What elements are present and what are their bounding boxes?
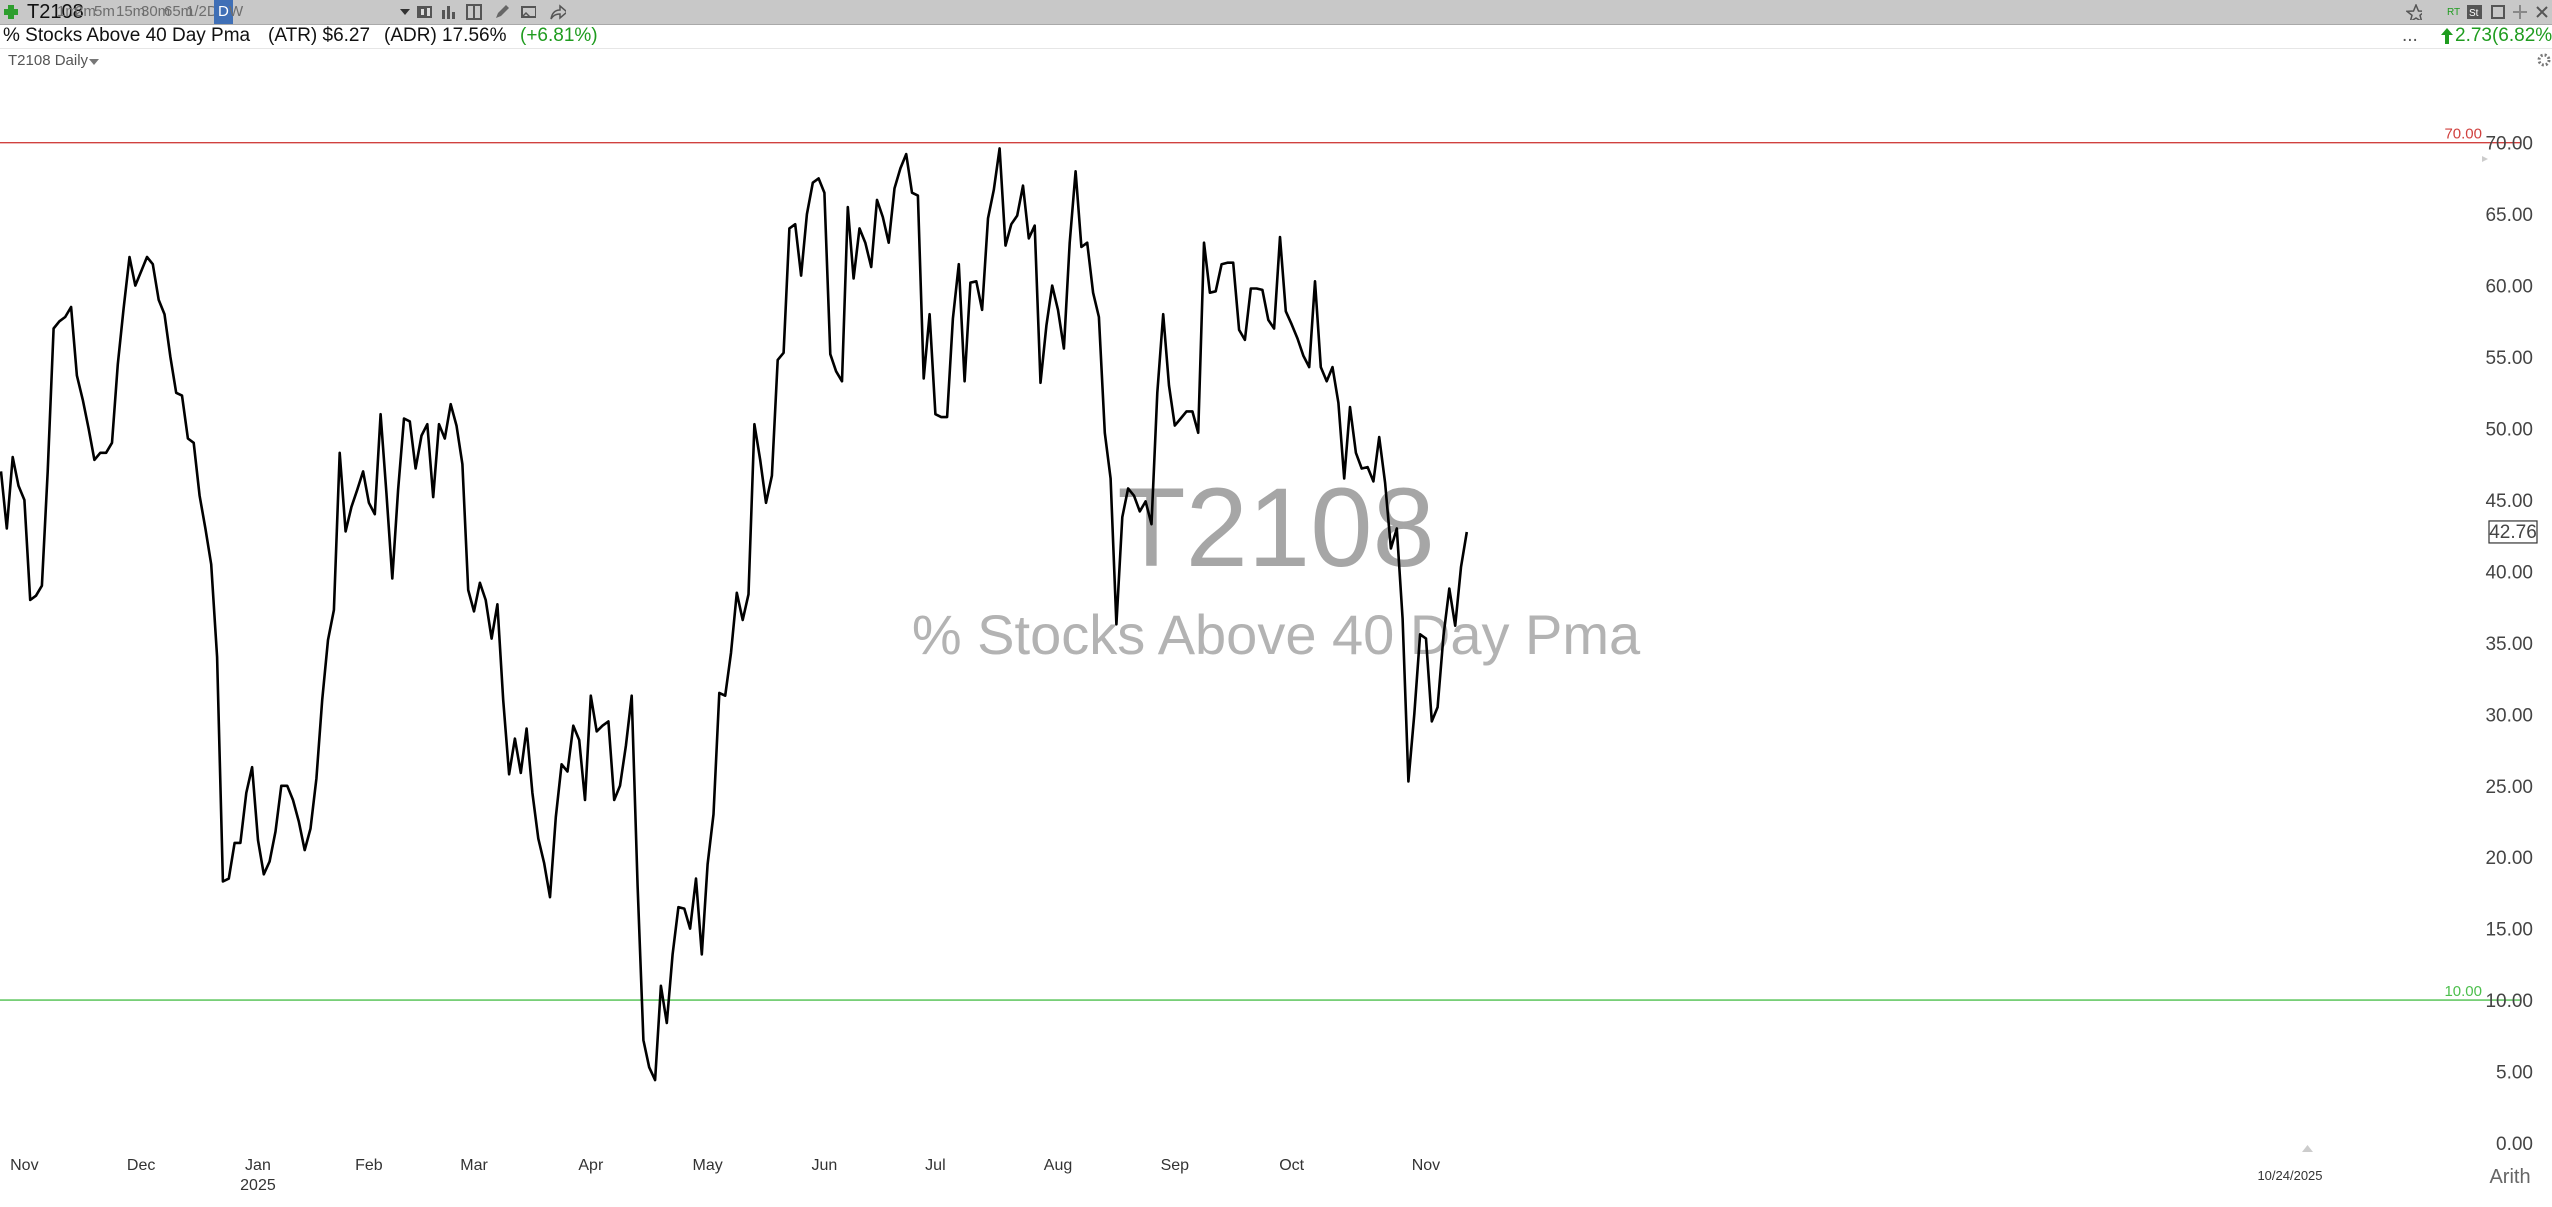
- window-restore-icon[interactable]: [2490, 4, 2506, 20]
- favorite-star-icon[interactable]: [2406, 4, 2422, 20]
- y-tick-label: 40.00: [2485, 562, 2533, 583]
- watermark-name: % Stocks Above 40 Day Pma: [912, 603, 1641, 666]
- y-tick-label: 55.00: [2485, 348, 2533, 369]
- y-tick-label: 70.00: [2485, 134, 2533, 155]
- symbol-field[interactable]: T2108: [27, 1, 84, 23]
- y-tick-label: 25.00: [2485, 777, 2533, 798]
- bar-chart-icon[interactable]: [440, 4, 456, 20]
- draw-tool-icon[interactable]: [494, 4, 510, 20]
- x-tick-label: Feb: [355, 1157, 383, 1174]
- y-tick-label: 60.00: [2485, 277, 2533, 298]
- date-marker: 10/24/2025: [2257, 1168, 2322, 1183]
- timeframe-15m[interactable]: 15m: [116, 3, 146, 20]
- x-tick-label: Nov: [1412, 1157, 1440, 1174]
- y-tick-label: 10.00: [2485, 991, 2533, 1012]
- series-line: [0, 147, 1469, 1082]
- x-tick-label: Apr: [578, 1157, 604, 1174]
- up-arrow-icon: [2441, 28, 2453, 44]
- close-icon[interactable]: [2534, 4, 2550, 20]
- move-icon[interactable]: [2512, 4, 2528, 20]
- current-value-label: 42.76: [2489, 522, 2537, 543]
- settings-gear-icon[interactable]: [2536, 52, 2552, 68]
- y-tick-label: 5.00: [2496, 1063, 2533, 1084]
- y-tick-label: 0.00: [2496, 1134, 2533, 1155]
- share-arrow-icon[interactable]: [550, 4, 566, 20]
- timeframe-D[interactable]: D: [214, 0, 233, 24]
- date-marker-arrow-icon: [2302, 1145, 2313, 1152]
- x-tick-label: Jan: [245, 1157, 271, 1174]
- timeframe-30m[interactable]: 30m: [141, 3, 171, 20]
- x-tick-label: Oct: [1279, 1157, 1304, 1174]
- more-ellipsis[interactable]: ...: [2402, 25, 2418, 46]
- top-toolbar: T2108 1m 2m 5m 15m 30m 65m 1/2D D W RT St: [0, 0, 2552, 25]
- realtime-icon[interactable]: RT: [2446, 4, 2462, 20]
- y-axis[interactable]: 0.00 5.00 10.00 15.00 20.00 25.00 30.00 35.00 40…: [2485, 134, 2533, 1155]
- scroll-arrow-icon[interactable]: [2482, 156, 2488, 162]
- svg-text:St: St: [2469, 8, 2479, 19]
- add-chart-icon[interactable]: [3, 4, 19, 20]
- series-layer: [0, 147, 1469, 1082]
- watermark: T2108 % Stocks Above 40 Day Pma: [912, 465, 1641, 666]
- timeframe-1m[interactable]: 1m: [57, 3, 78, 20]
- timeframe-W[interactable]: W: [229, 3, 244, 20]
- x-axis[interactable]: Nov Dec Jan 2025 Feb Mar Apr May Jun Jul Aug Sep Oct…: [10, 1157, 1440, 1194]
- indicator-name: % Stocks Above 40 Day Pma: [3, 25, 251, 46]
- timeframe-1-2D[interactable]: 1/2D: [186, 3, 218, 20]
- timeframe-65m[interactable]: 65m: [164, 3, 194, 20]
- study-dropdown-icon[interactable]: [88, 57, 100, 67]
- x-tick-sublabel: 2025: [240, 1177, 276, 1194]
- y-tick-label: 30.00: [2485, 705, 2533, 726]
- y-tick-label: 20.00: [2485, 848, 2533, 869]
- reference-label-70.00: 70.00: [2444, 126, 2482, 143]
- y-tick-label: 15.00: [2485, 920, 2533, 941]
- adr-value: (ADR) 17.56%: [384, 25, 507, 46]
- scale-label[interactable]: Arith: [2489, 1166, 2530, 1188]
- stream-icon[interactable]: St: [2466, 4, 2482, 20]
- percent-change: (+6.81%): [520, 25, 598, 46]
- x-tick-label: May: [693, 1157, 723, 1174]
- chart-type-icon[interactable]: [416, 4, 432, 20]
- y-tick-label: 45.00: [2485, 491, 2533, 512]
- y-tick-label: 65.00: [2485, 205, 2533, 226]
- reference-label-10.00: 10.00: [2444, 983, 2482, 1000]
- info-bar: % Stocks Above 40 Day Pma (ATR) $6.27 (A…: [0, 24, 2552, 49]
- layout-icon[interactable]: [466, 4, 482, 20]
- reference-lines: 70.00 10.00: [0, 126, 2520, 1001]
- svg-text:RT: RT: [2447, 7, 2460, 18]
- x-tick-label: Mar: [460, 1157, 488, 1174]
- study-label[interactable]: T2108 Daily: [8, 52, 89, 69]
- dropdown-arrow-icon[interactable]: [398, 4, 414, 20]
- timeframe-5m[interactable]: 5m: [94, 3, 115, 20]
- annotation-icon[interactable]: [520, 4, 536, 20]
- x-tick-label: Dec: [127, 1157, 155, 1174]
- x-tick-label: Aug: [1044, 1157, 1072, 1174]
- timeframe-2m[interactable]: 2m: [75, 3, 96, 20]
- x-tick-label: Jul: [925, 1157, 945, 1174]
- current-value-box: 42.76: [2488, 520, 2538, 544]
- x-tick-label: Sep: [1161, 1157, 1190, 1174]
- x-tick-label: Jun: [812, 1157, 838, 1174]
- atr-value: (ATR) $6.27: [268, 25, 371, 46]
- x-tick-label: Nov: [10, 1157, 38, 1174]
- y-tick-label: 50.00: [2485, 420, 2533, 441]
- right-change-value: 2.73(6.82%): [2455, 25, 2552, 46]
- watermark-symbol: T2108: [1117, 465, 1435, 590]
- y-tick-label: 35.00: [2485, 634, 2533, 655]
